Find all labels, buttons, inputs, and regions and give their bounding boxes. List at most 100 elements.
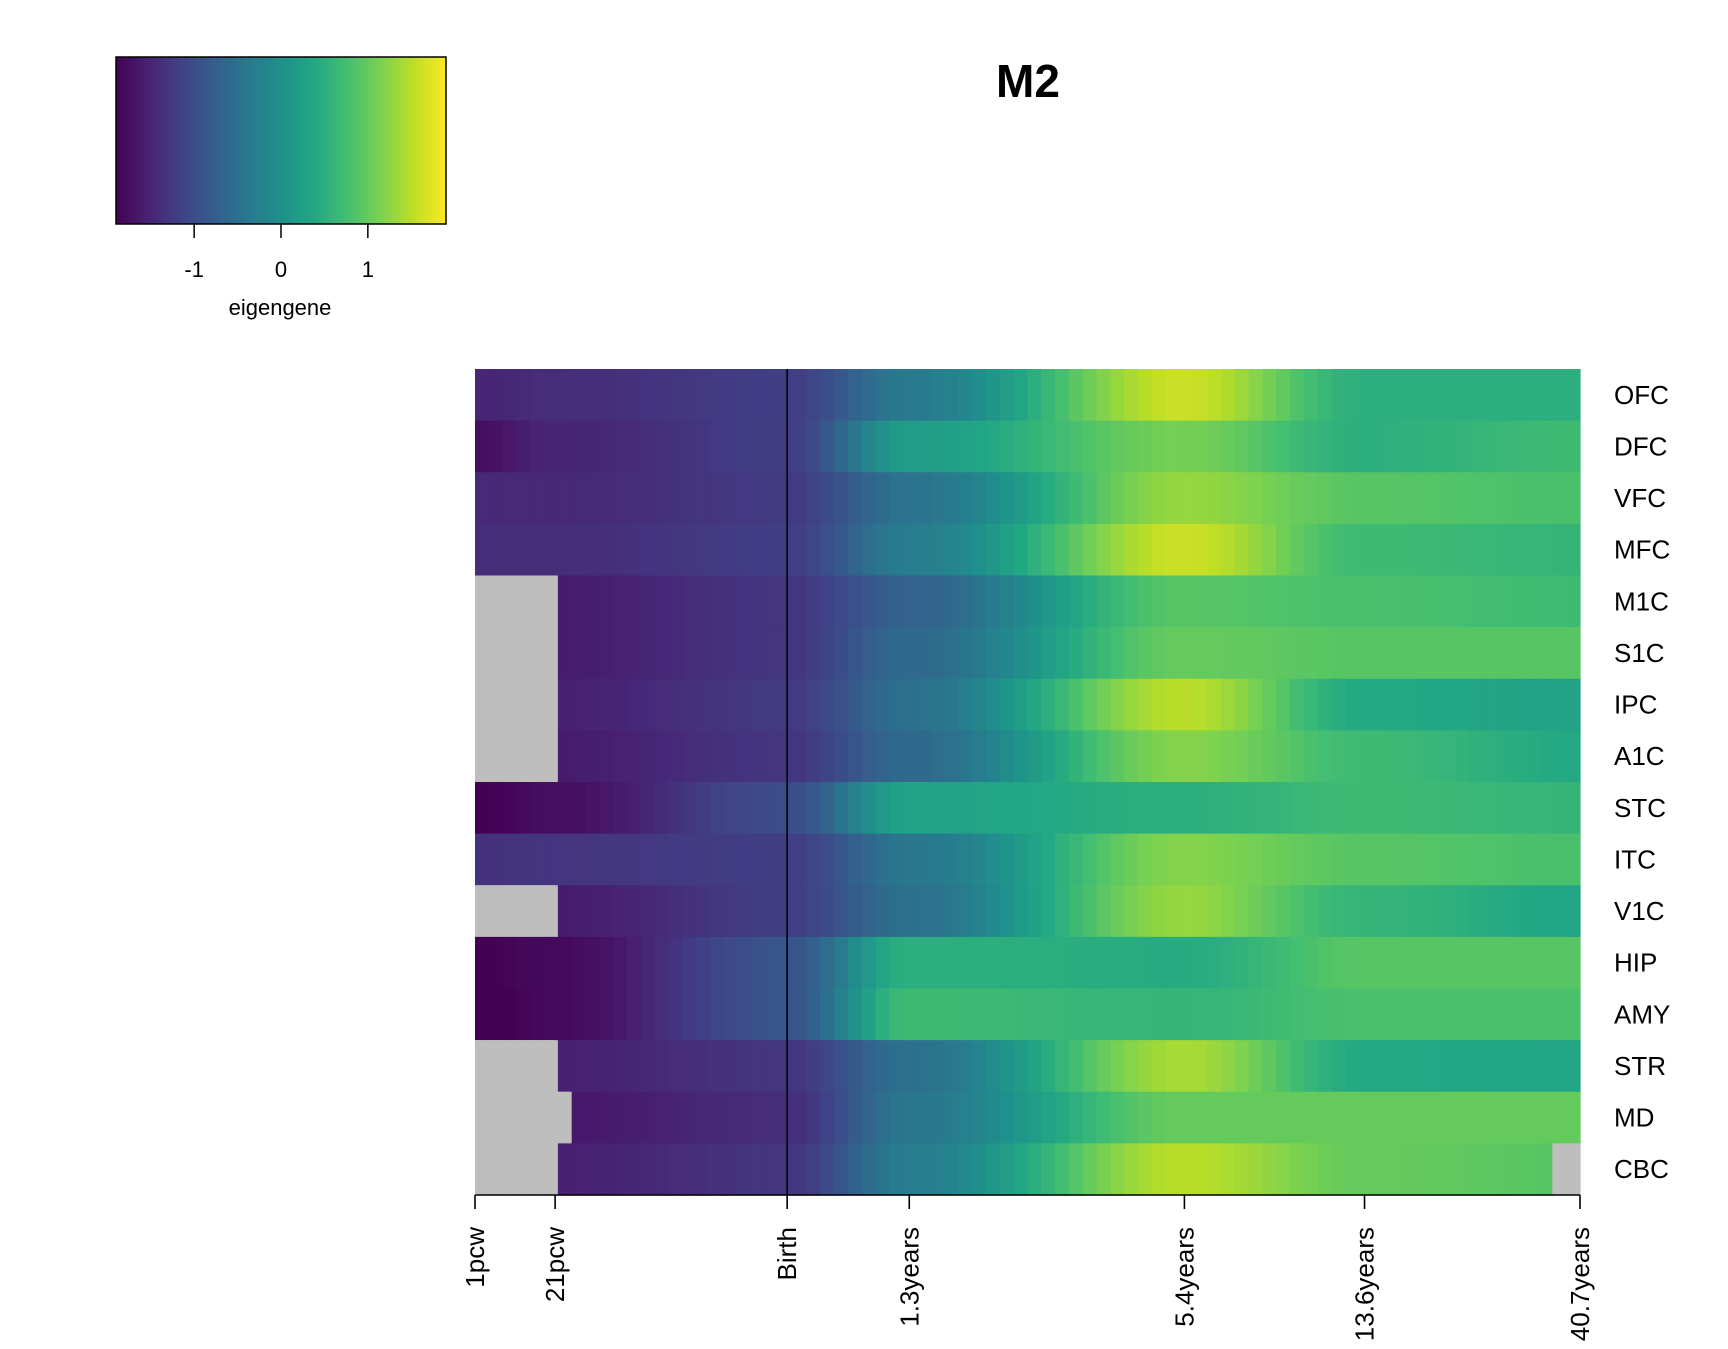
heatmap-cell [1345,369,1360,422]
heatmap-cell [557,988,573,1041]
heatmap-cell [475,369,490,422]
heatmap-cells [475,369,1581,1196]
heatmap-cell [516,472,531,525]
heatmap-cell [1220,678,1236,731]
heatmap-cell [1151,885,1167,938]
heatmap-cell [1497,678,1512,731]
heatmap-cell [1220,1143,1236,1196]
heatmap-cell [1359,1040,1374,1093]
heatmap-cell [585,523,600,577]
heatmap-cell [668,782,683,835]
heatmap-cell [1179,523,1194,577]
heatmap-cell [986,1143,1001,1196]
row-label: HIP [1614,948,1657,978]
heatmap-cell [1538,1091,1553,1144]
heatmap-cell [986,627,1001,680]
heatmap-cell [1510,936,1526,990]
heatmap-cell [1276,833,1291,886]
heatmap-cell [668,1091,683,1144]
heatmap-cell [944,833,960,886]
heatmap-cell [1469,988,1484,1041]
heatmap-cell [1013,1143,1029,1196]
heatmap-cell [557,730,573,783]
heatmap-cell [847,523,863,577]
heatmap-cell [1414,369,1429,422]
heatmap-cell [1524,988,1540,1041]
heatmap-cell [1165,936,1181,990]
heatmap-cell [834,1143,849,1196]
heatmap-cell [834,369,849,422]
heatmap-cell [1234,988,1250,1041]
heatmap-cell [1372,1143,1388,1196]
legend-tick-label: 0 [275,257,287,282]
heatmap-cell [1483,730,1498,783]
heatmap-cell [1359,936,1374,990]
heatmap-cell [682,730,697,783]
heatmap-cell [1207,936,1222,990]
heatmap-cell [944,627,960,680]
heatmap-cell [1193,420,1208,473]
heatmap-cell [1055,1091,1070,1144]
heatmap-cell [1262,627,1277,680]
heatmap-cell [1538,472,1553,525]
heatmap-cell [544,369,559,422]
heatmap-cell [1386,420,1402,473]
heatmap-cell [668,936,683,990]
heatmap-cell [599,782,614,835]
heatmap-cell [1359,730,1374,783]
heatmap-cell [778,627,794,680]
legend-tick-label: 1 [362,257,374,282]
heatmap-cell [502,369,518,422]
heatmap-cell [1289,885,1305,938]
heatmap-cell [820,1143,835,1196]
heatmap-cell [1566,472,1581,525]
heatmap-cell [930,1040,946,1093]
heatmap-cell [1248,678,1263,731]
heatmap-cell [1207,627,1222,680]
heatmap-cell [640,1143,656,1196]
heatmap-cell [475,472,490,525]
heatmap-cell [1469,1040,1484,1093]
heatmap-cell [1110,885,1125,938]
heatmap-cell [1331,1143,1346,1196]
heatmap-cell [737,523,752,577]
heatmap-cell [1096,833,1111,886]
heatmap-cell [986,730,1001,783]
heatmap-cell [903,523,918,577]
heatmap-cell [1068,523,1084,577]
heatmap-cell [1538,936,1553,990]
heatmap-cell [1331,936,1346,990]
heatmap-cell [1303,936,1319,990]
heatmap-cell [986,523,1001,577]
heatmap-cell [1055,782,1070,835]
heatmap-cell [1096,472,1111,525]
heatmap-cell [1566,1040,1581,1093]
heatmap-cell [640,627,656,680]
heatmap-cell [1428,575,1443,628]
heatmap-cell [1538,1143,1553,1196]
heatmap-cell [999,1040,1015,1093]
heatmap-cell [1359,369,1374,422]
heatmap-cell [1400,782,1415,835]
heatmap-cell [1193,1143,1208,1196]
heatmap-cell [751,885,766,938]
heatmap-cell [1317,1091,1332,1144]
heatmap-cell [930,936,946,990]
heatmap-cell [1428,1040,1443,1093]
heatmap-cell [613,1091,628,1144]
heatmap-cell [654,627,669,680]
heatmap-cell [875,833,890,886]
heatmap-cell [640,523,656,577]
heatmap-cell [1220,833,1236,886]
heatmap-cell [544,936,559,990]
heatmap-cell [1345,782,1360,835]
heatmap-cell [1372,1040,1388,1093]
heatmap-cell [1262,1091,1277,1144]
heatmap-cell [1414,575,1429,628]
heatmap-cell [765,988,780,1041]
heatmap-row-mfc [475,523,1581,577]
heatmap-cell [944,678,960,731]
heatmap-cell [765,523,780,577]
heatmap-cell [516,523,531,577]
heatmap-cell [1096,1143,1111,1196]
